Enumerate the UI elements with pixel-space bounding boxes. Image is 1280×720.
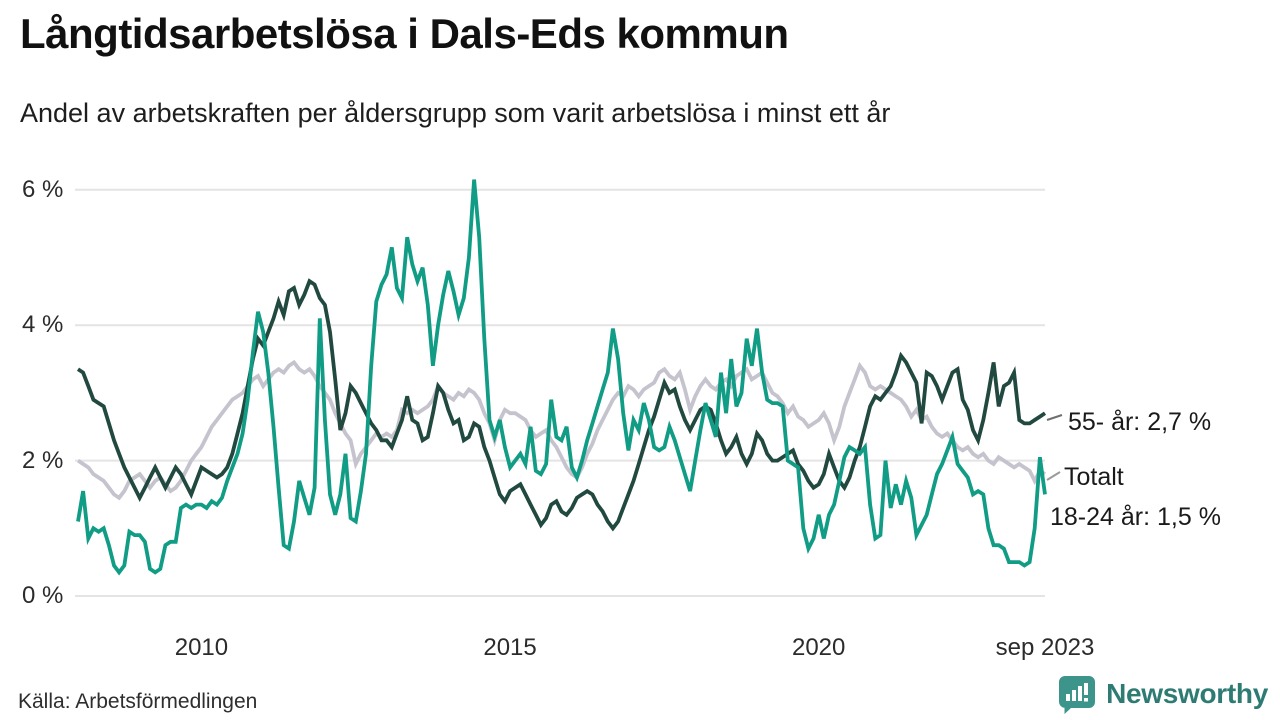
page-subtitle: Andel av arbetskraften per åldersgrupp s… [20,98,891,128]
series-line-55plus [76,278,1047,532]
annotation-connector-55 [1046,414,1063,421]
page-title: Långtidsarbetslösa i Dals-Eds kommun [20,10,789,57]
series-line-18-24 [76,179,1047,576]
brand-logo: Newsworthy [1057,674,1268,714]
y-axis-tick-label: 0 % [22,582,64,609]
series-label-55: 55- år: 2,7 % [1068,408,1212,436]
newsworthy-logo-icon [1059,676,1096,714]
x-axis-tick-label: 2015 [483,634,537,661]
series-label-18-24: 18-24 år: 1,5 % [1050,503,1221,531]
x-axis-tick-label: 2020 [791,634,846,661]
series-label-totalt: Totalt [1064,463,1124,491]
x-axis-tick-label: 2010 [174,634,229,661]
source-caption: Källa: Arbetsförmedlingen [18,690,258,713]
y-axis-tick-label: 2 % [22,446,64,474]
y-axis-tick-label: 4 % [22,311,64,339]
annotation-connector-totalt [1046,471,1061,481]
brand-name: Newsworthy [1106,678,1268,709]
x-axis-tick-label: sep 2023 [995,634,1095,661]
y-axis-tick-label: 6 % [22,175,64,203]
series-line-total [76,359,1047,501]
